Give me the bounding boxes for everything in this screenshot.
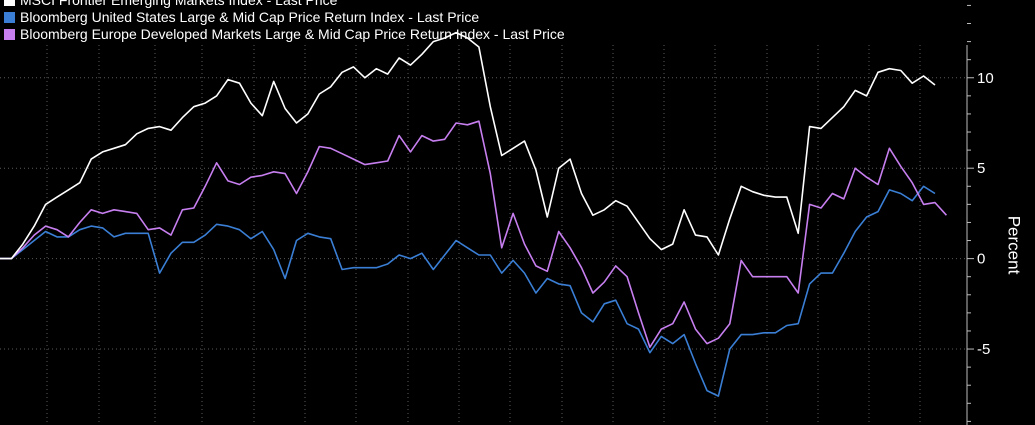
legend-label-msci: MSCI Frontier Emerging Markets Index - L…	[20, 0, 338, 8]
legend-label-us: Bloomberg United States Large & Mid Cap …	[20, 9, 480, 25]
legend-item-msci: MSCI Frontier Emerging Markets Index - L…	[4, 0, 565, 9]
y-tick-label: 0	[977, 251, 985, 268]
legend-label-europe: Bloomberg Europe Developed Markets Large…	[20, 26, 565, 42]
y-tick-label: -5	[977, 341, 990, 358]
y-axis: 10 5 0 -5	[966, 4, 994, 425]
legend-item-us: Bloomberg United States Large & Mid Cap …	[4, 9, 565, 26]
grid-lines	[0, 45, 967, 425]
chart-legend: MSCI Frontier Emerging Markets Index - L…	[4, 0, 565, 43]
series-line-2	[0, 120, 947, 349]
y-axis-title: Percent	[1005, 216, 1024, 275]
series-line-0	[0, 31, 936, 260]
y-tick-label: 5	[977, 160, 985, 177]
series-lines	[0, 31, 947, 397]
legend-item-europe: Bloomberg Europe Developed Markets Large…	[4, 26, 565, 43]
y-tick-label: 10	[977, 70, 994, 87]
series-line-1	[0, 185, 936, 397]
legend-swatch-us	[4, 12, 15, 23]
legend-swatch-europe	[4, 29, 15, 40]
legend-swatch-msci	[4, 0, 15, 6]
